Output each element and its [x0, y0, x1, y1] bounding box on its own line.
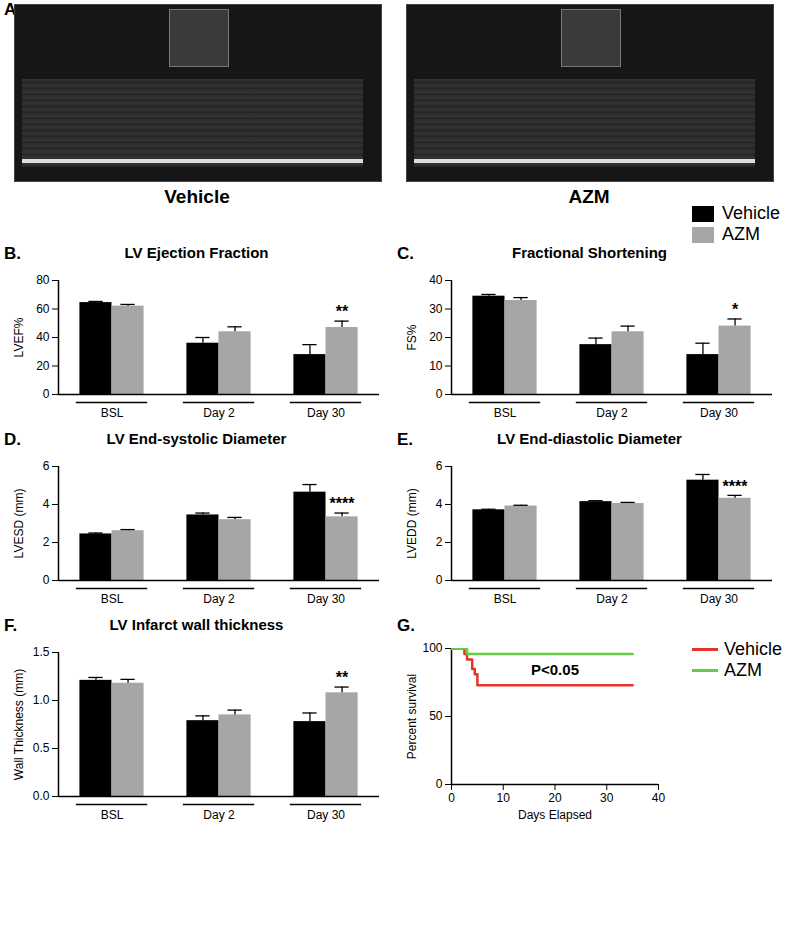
svg-text:40: 40 [36, 330, 50, 344]
html-text:AZM: AZM [722, 224, 760, 244]
svg-text:BSL: BSL [494, 592, 517, 606]
svg-text:0: 0 [436, 387, 443, 401]
svg-text:20: 20 [548, 791, 562, 805]
html-text:Fractional Shortening: Fractional Shortening [512, 244, 667, 261]
html-text:E.: E. [397, 430, 414, 449]
svg-text:1.0: 1.0 [33, 693, 50, 707]
html-text:Vehicle: Vehicle [724, 639, 782, 659]
svg-text:Wall Thickness (mm): Wall Thickness (mm) [12, 669, 26, 780]
svg-text:0: 0 [448, 791, 455, 805]
html-text:C.: C. [397, 244, 414, 263]
svg-text:Days Elapsed: Days Elapsed [518, 808, 592, 822]
svg-text:Day 2: Day 2 [596, 592, 628, 606]
svg-text:FS%: FS% [405, 324, 419, 350]
html-text:LV Ejection Fraction: LV Ejection Fraction [124, 244, 269, 261]
svg-text:Day 30: Day 30 [307, 406, 345, 420]
svg-text:0: 0 [436, 777, 443, 791]
svg-text:30: 30 [600, 791, 614, 805]
svg-text:50: 50 [429, 709, 443, 723]
svg-text:4: 4 [43, 497, 50, 511]
html-text:G.: G. [397, 616, 415, 635]
svg-text:20: 20 [36, 359, 50, 373]
svg-text:4: 4 [436, 497, 443, 511]
svg-text:30: 30 [429, 302, 443, 316]
svg-text:0: 0 [436, 573, 443, 587]
svg-text:LVEF%: LVEF% [12, 317, 26, 357]
svg-text:LVESD (mm): LVESD (mm) [12, 489, 26, 559]
svg-text:2: 2 [436, 535, 443, 549]
svg-text:20: 20 [429, 330, 443, 344]
svg-text:**: ** [336, 303, 349, 320]
svg-text:1.5: 1.5 [33, 645, 50, 659]
html-text:AZM: AZM [724, 660, 762, 680]
svg-text:****: **** [723, 478, 749, 495]
svg-text:2: 2 [43, 535, 50, 549]
svg-text:Day 30: Day 30 [307, 592, 345, 606]
html-text:LV End-diastolic Diameter: LV End-diastolic Diameter [497, 430, 682, 447]
svg-text:Day 2: Day 2 [203, 406, 235, 420]
html-text:AZM: AZM [568, 186, 610, 207]
svg-text:****: **** [330, 495, 356, 512]
html-text:LV End-systolic Diameter: LV End-systolic Diameter [106, 430, 287, 447]
html-text:LV Infarct wall thickness: LV Infarct wall thickness [109, 616, 284, 633]
svg-text:BSL: BSL [101, 592, 124, 606]
html-text:B.: B. [4, 244, 21, 263]
html-text:Vehicle: Vehicle [164, 186, 230, 207]
svg-text:BSL: BSL [101, 808, 124, 822]
svg-text:Day 30: Day 30 [307, 808, 345, 822]
svg-text:40: 40 [429, 273, 443, 287]
html-text:Vehicle: Vehicle [722, 203, 780, 223]
svg-text:Percent survival: Percent survival [405, 674, 419, 759]
svg-text:100: 100 [422, 641, 442, 655]
svg-text:0.5: 0.5 [33, 741, 50, 755]
svg-text:BSL: BSL [494, 406, 517, 420]
svg-text:10: 10 [429, 359, 443, 373]
svg-text:6: 6 [436, 459, 443, 473]
svg-text:0: 0 [43, 573, 50, 587]
svg-text:Day 30: Day 30 [700, 406, 738, 420]
html-text:F.: F. [4, 616, 18, 635]
svg-text:P<0.05: P<0.05 [531, 661, 579, 678]
svg-text:0: 0 [43, 387, 50, 401]
svg-text:**: ** [336, 669, 349, 686]
svg-text:LVEDD (mm): LVEDD (mm) [405, 488, 419, 558]
svg-text:80: 80 [36, 273, 50, 287]
html-text:D.: D. [4, 430, 21, 449]
svg-text:Day 2: Day 2 [203, 808, 235, 822]
svg-text:0.0: 0.0 [33, 789, 50, 803]
svg-text:60: 60 [36, 302, 50, 316]
svg-text:40: 40 [652, 791, 666, 805]
svg-text:10: 10 [497, 791, 511, 805]
svg-text:6: 6 [43, 459, 50, 473]
html-text:A.: A. [4, 0, 21, 19]
svg-text:*: * [732, 301, 739, 318]
svg-text:BSL: BSL [101, 406, 124, 420]
svg-text:Day 2: Day 2 [596, 406, 628, 420]
svg-text:Day 2: Day 2 [203, 592, 235, 606]
svg-text:Day 30: Day 30 [700, 592, 738, 606]
